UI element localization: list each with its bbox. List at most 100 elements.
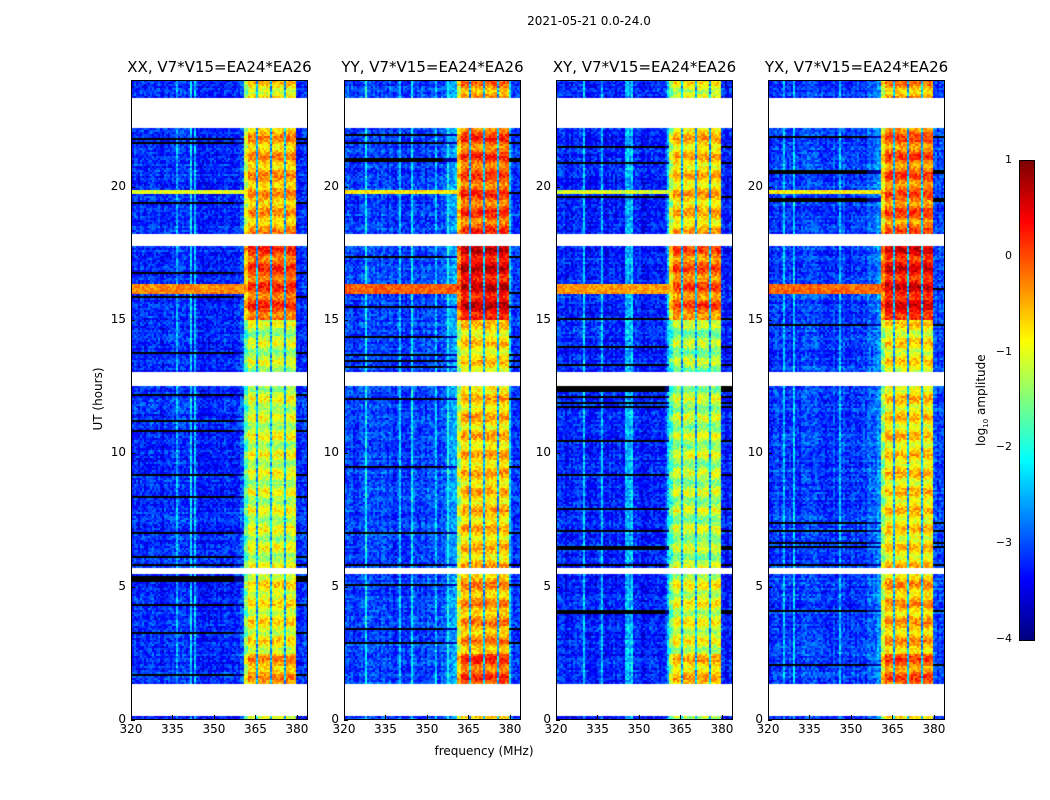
y-tick-label: 15 xyxy=(110,312,126,326)
y-tick-label: 5 xyxy=(118,578,126,593)
colorbar-label-sub: 10 xyxy=(982,418,991,428)
x-tick-label: 320 xyxy=(119,722,143,736)
panel-title: XY, V7*V15=EA24*EA26 xyxy=(552,58,737,76)
y-tick-label: 10 xyxy=(323,445,339,460)
panel-title: YX, V7*V15=EA24*EA26 xyxy=(764,58,949,76)
x-tick-label: 320 xyxy=(332,722,356,736)
x-tick-label: 335 xyxy=(374,722,397,736)
x-tick-mark xyxy=(426,715,428,719)
x-tick-label: 350 xyxy=(415,722,439,736)
y-tick-mark xyxy=(131,453,135,455)
y-tick-mark xyxy=(556,720,560,721)
x-tick-label: 365 xyxy=(244,722,267,736)
colorbar-tick-label: −4 xyxy=(995,632,1012,645)
x-tick-label: 350 xyxy=(202,722,226,736)
x-tick-label: 380 xyxy=(922,722,946,736)
colorbar-tick-label: −3 xyxy=(995,536,1012,550)
y-tick-mark xyxy=(131,720,135,721)
x-tick-label: 350 xyxy=(839,722,863,736)
x-tick-mark xyxy=(809,715,811,719)
y-tick-mark xyxy=(768,186,772,188)
y-tick-mark xyxy=(556,453,560,455)
y-tick-label: 0 xyxy=(543,712,551,726)
colorbar-tick-label: −1 xyxy=(995,344,1012,358)
colorbar-label-prefix: log xyxy=(973,427,988,447)
y-axis-label: UT (hours) xyxy=(91,367,105,431)
y-tick-mark xyxy=(344,720,348,721)
panel-title: XX, V7*V15=EA24*EA26 xyxy=(127,58,312,76)
spectrogram-image xyxy=(344,80,521,720)
colorbar-label: log10 amplitude xyxy=(974,340,990,460)
x-tick-mark xyxy=(296,715,298,719)
y-tick-label: 0 xyxy=(755,712,763,726)
y-tick-label: 15 xyxy=(323,312,339,326)
y-tick-mark xyxy=(768,586,772,588)
x-tick-mark xyxy=(213,715,215,719)
y-tick-label: 5 xyxy=(331,578,339,593)
y-tick-label: 15 xyxy=(535,312,551,326)
x-tick-mark xyxy=(172,715,174,719)
x-tick-mark xyxy=(468,715,470,719)
colorbar-label-suffix: amplitude xyxy=(973,354,988,419)
y-tick-label: 20 xyxy=(747,178,763,193)
x-tick-label: 320 xyxy=(544,722,568,736)
panel-title: YY, V7*V15=EA24*EA26 xyxy=(341,58,524,76)
x-tick-mark xyxy=(509,715,511,719)
colorbar-tick-label: 0 xyxy=(1005,248,1012,262)
y-tick-label: 10 xyxy=(110,445,126,460)
y-tick-mark xyxy=(131,186,135,188)
x-tick-mark xyxy=(556,715,557,719)
y-tick-label: 20 xyxy=(535,178,551,193)
y-tick-label: 0 xyxy=(118,712,126,726)
colorbar-gradient xyxy=(1020,161,1034,640)
x-tick-label: 365 xyxy=(669,722,692,736)
x-tick-label: 350 xyxy=(627,722,651,736)
heatmap-panel-1: XX, V7*V15=EA24*EA26 0 5 10 15 20 320 335 350 365… xyxy=(111,58,312,736)
x-tick-mark xyxy=(892,715,894,719)
y-tick-label: 5 xyxy=(755,578,763,593)
x-axis-label: frequency (MHz) xyxy=(434,744,534,758)
x-tick-label: 380 xyxy=(710,722,734,736)
y-tick-label: 10 xyxy=(747,445,763,460)
spectrogram-image xyxy=(768,80,945,720)
x-tick-mark xyxy=(597,715,599,719)
x-tick-mark xyxy=(721,715,723,719)
colorbar-tick-label: −2 xyxy=(995,440,1012,454)
y-tick-label: 10 xyxy=(535,445,551,460)
x-tick-mark xyxy=(638,715,640,719)
x-tick-mark xyxy=(131,715,132,719)
y-tick-mark xyxy=(556,586,560,588)
x-tick-mark xyxy=(768,715,769,719)
x-tick-label: 335 xyxy=(161,722,184,736)
y-tick-mark xyxy=(344,186,348,188)
heatmap-panel-3: XY, V7*V15=EA24*EA26 0 5 10 15 20 320 335 350 365… xyxy=(536,58,736,736)
x-tick-mark xyxy=(933,715,935,719)
x-tick-label: 365 xyxy=(881,722,904,736)
x-tick-label: 380 xyxy=(285,722,309,736)
y-tick-label: 15 xyxy=(747,312,763,326)
colorbar xyxy=(1019,160,1035,641)
y-tick-label: 20 xyxy=(110,178,126,193)
y-tick-mark xyxy=(556,186,560,188)
x-tick-label: 320 xyxy=(756,722,780,736)
y-tick-mark xyxy=(768,720,772,721)
x-tick-label: 365 xyxy=(457,722,480,736)
x-tick-mark xyxy=(344,715,345,719)
y-tick-label: 5 xyxy=(543,578,551,593)
colorbar-tick-label: 1 xyxy=(1005,153,1012,166)
x-tick-mark xyxy=(850,715,852,719)
spectrogram-image xyxy=(556,80,733,720)
heatmap-panel-4: YX, V7*V15=EA24*EA26 0 5 10 15 20 320 335 350 365… xyxy=(748,58,948,736)
y-tick-mark xyxy=(768,453,772,455)
figure-title: 2021-05-21 0.0-24.0 xyxy=(527,14,651,28)
y-tick-mark xyxy=(768,320,772,321)
y-tick-mark xyxy=(344,586,348,588)
x-tick-label: 380 xyxy=(498,722,522,736)
x-tick-label: 335 xyxy=(798,722,821,736)
y-tick-mark xyxy=(131,586,135,588)
y-tick-mark xyxy=(344,320,348,321)
x-tick-mark xyxy=(680,715,682,719)
x-tick-mark xyxy=(255,715,257,719)
heatmap-panel-2: YY, V7*V15=EA24*EA26 0 5 10 15 20 320 335 350 365… xyxy=(324,58,524,736)
y-tick-mark xyxy=(344,453,348,455)
